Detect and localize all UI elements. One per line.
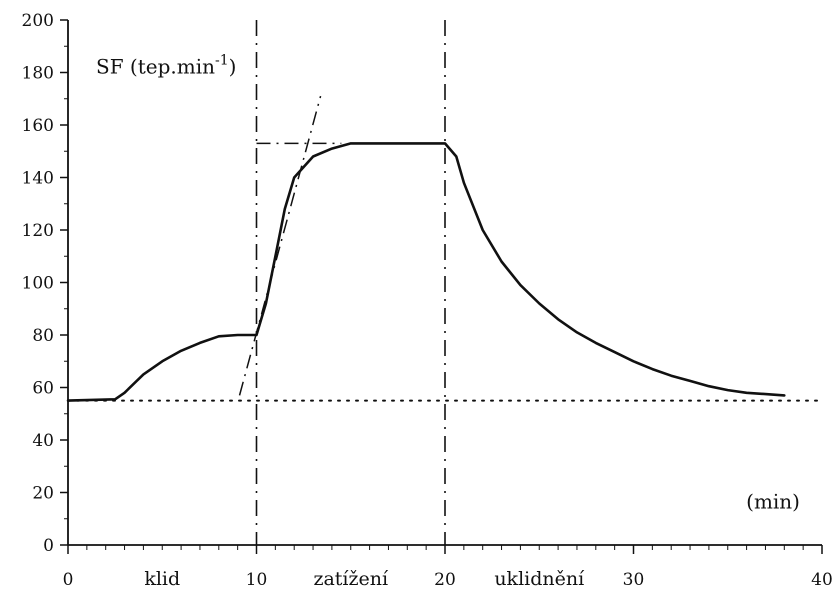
y-axis-label: SF (tep.min-1) bbox=[96, 53, 236, 79]
heart-rate-series-line bbox=[66, 142, 786, 402]
y-tick-label: 60 bbox=[32, 379, 54, 399]
y-tick-label: 100 bbox=[22, 274, 54, 294]
y-tick-label: 120 bbox=[22, 221, 54, 241]
y-tick-label: 80 bbox=[32, 326, 54, 346]
x-tick-label: 10 bbox=[246, 570, 268, 590]
y-tick-label: 0 bbox=[43, 536, 54, 556]
y-axis-label-suffix: ) bbox=[229, 55, 237, 79]
x-tick-label: 0 bbox=[63, 570, 74, 590]
guide-lines bbox=[67, 20, 823, 545]
annotation-layer: klid zatížení uklidnění SF (tep.min-1) (min) bbox=[96, 53, 800, 591]
phase-label: uklidnění bbox=[494, 568, 585, 590]
x-tick-label: 30 bbox=[623, 570, 645, 590]
y-tick-label: 200 bbox=[22, 11, 54, 31]
x-tick-label: 40 bbox=[811, 570, 833, 590]
tangent-line bbox=[238, 95, 322, 396]
tick-layer: 0 20 40 60 80 100 120 140 160 180 200 0 10 20 30 40 bbox=[22, 11, 833, 590]
y-tick-label: 20 bbox=[32, 484, 54, 504]
phase-label: klid bbox=[144, 568, 180, 590]
y-tick-label: 140 bbox=[22, 169, 54, 189]
x-axis-label: (min) bbox=[746, 489, 800, 513]
y-tick-label: 180 bbox=[22, 64, 54, 84]
y-tick-label: 160 bbox=[22, 116, 54, 136]
series-layer bbox=[66, 142, 786, 402]
phase-label: zatížení bbox=[313, 568, 389, 590]
x-tick-label: 20 bbox=[434, 570, 456, 590]
y-tick-label: 40 bbox=[32, 431, 54, 451]
y-axis-label-superscript: -1 bbox=[215, 53, 229, 69]
